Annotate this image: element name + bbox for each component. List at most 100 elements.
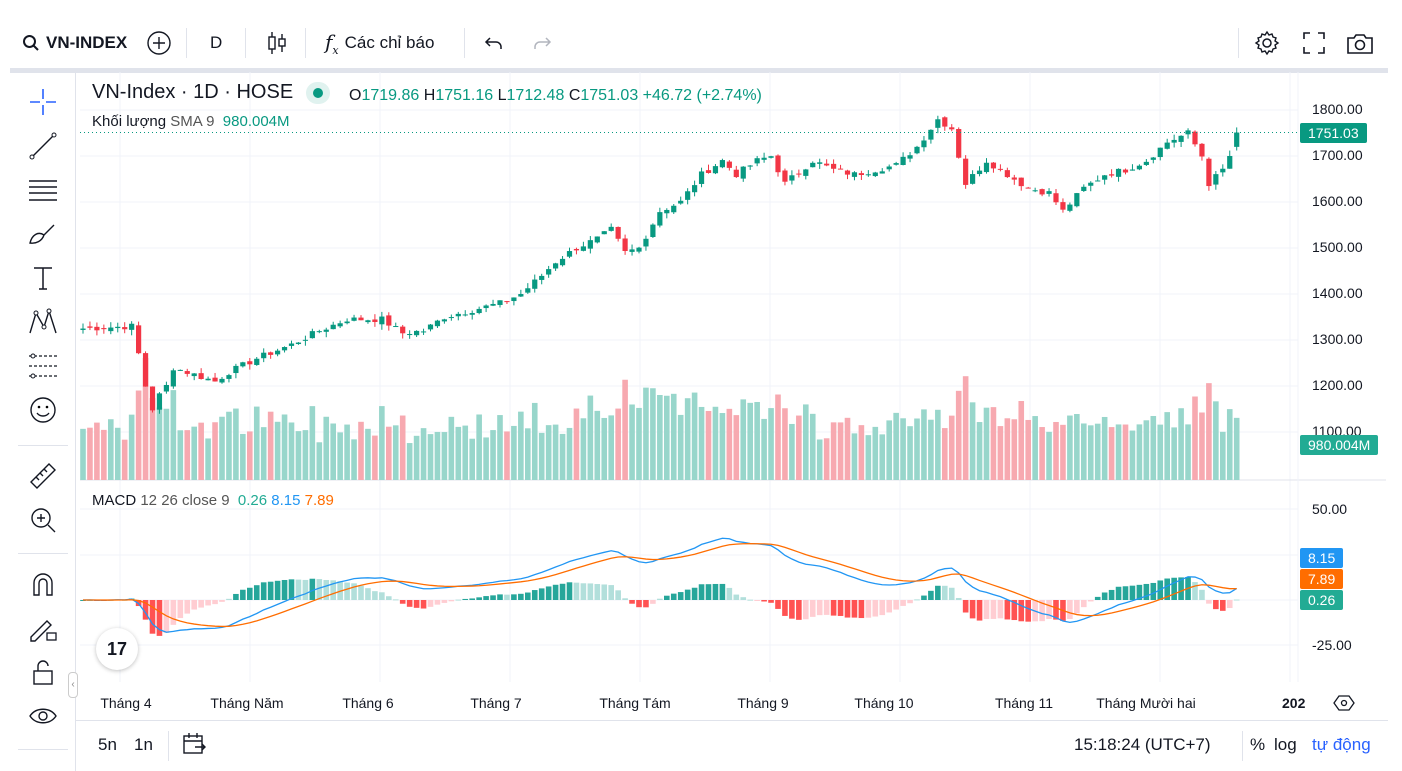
auto-scale-toggle[interactable]: tự động — [1312, 735, 1371, 754]
candle-body — [622, 238, 628, 252]
candles-icon — [268, 32, 286, 54]
range-1y-button[interactable]: 1n — [134, 735, 153, 754]
prediction-tool[interactable] — [26, 349, 60, 383]
volume-bar — [587, 395, 594, 480]
candle-body — [323, 329, 329, 332]
macd-histogram-bar — [406, 600, 413, 607]
zoom-tool[interactable] — [26, 503, 60, 537]
volume-bar — [670, 393, 677, 480]
volume-bar — [219, 416, 225, 480]
macd-histogram-bar — [455, 599, 462, 601]
unlock-tool[interactable] — [26, 655, 60, 689]
pattern-tool[interactable] — [26, 305, 60, 339]
tradingview-logo[interactable]: 17 — [96, 628, 138, 670]
macd-histogram-bar — [664, 595, 670, 600]
candle-body — [650, 224, 656, 237]
volume-bar — [809, 413, 816, 480]
price-axis-label: 1400.00 — [1312, 285, 1363, 301]
volume-bar — [1171, 427, 1177, 480]
volume-legend[interactable]: Khối lượng SMA 9 980.004M — [92, 113, 290, 130]
candle-body — [191, 373, 197, 377]
date-range-button[interactable] — [168, 731, 207, 761]
candle-body — [573, 248, 580, 251]
macd-histogram-bar — [1233, 599, 1240, 601]
screenshot-button[interactable] — [1346, 28, 1374, 58]
volume-bar — [247, 431, 253, 480]
fullscreen-button[interactable] — [1302, 28, 1326, 58]
log-scale-toggle[interactable]: log — [1274, 735, 1297, 754]
market-status-indicator[interactable] — [306, 82, 330, 104]
candle-body — [379, 316, 385, 325]
candle-body — [268, 352, 274, 355]
collapse-toolbar-button[interactable]: ‹ — [68, 672, 78, 698]
macd-histogram-bar — [372, 591, 378, 600]
chart-type-button[interactable] — [266, 28, 288, 58]
chart-canvas[interactable] — [0, 0, 1402, 720]
volume-bar — [413, 435, 420, 480]
candle-body — [1129, 169, 1136, 171]
crosshair-tool[interactable] — [26, 85, 60, 119]
volume-bar — [323, 416, 330, 480]
volume-bar — [851, 433, 858, 480]
volume-bar — [879, 434, 886, 480]
interval-button[interactable]: D — [210, 28, 222, 58]
magnet-tool[interactable] — [26, 567, 60, 601]
volume-bar — [1122, 424, 1129, 480]
macd-histogram-bar — [226, 598, 232, 600]
redo-button[interactable] — [532, 28, 552, 58]
candle-body — [685, 191, 691, 200]
text-tool[interactable] — [26, 261, 60, 295]
candle-body — [400, 326, 406, 334]
candle-body — [309, 331, 315, 339]
symbol-search-button[interactable]: VN-INDEX — [22, 28, 127, 58]
volume-bar — [538, 432, 545, 480]
volume-bar — [309, 406, 316, 480]
scale-settings-button[interactable] — [1333, 694, 1355, 712]
volume-bar — [594, 410, 601, 480]
low-label: L — [497, 87, 507, 104]
hide-drawings-tool[interactable] — [26, 699, 60, 733]
emoji-tool[interactable] — [26, 393, 60, 427]
macd-legend[interactable]: MACD 12 26 close 9 0.26 8.15 7.89 — [92, 492, 334, 509]
volume-bar — [274, 421, 281, 480]
trend-line-tool[interactable] — [26, 129, 60, 163]
clock-timezone[interactable]: 15:18:24 (UTC+7) — [1074, 735, 1211, 754]
volume-bar — [455, 426, 462, 480]
candle-body — [462, 314, 468, 316]
candle-body — [976, 170, 983, 175]
candle-body — [393, 326, 399, 328]
lock-drawings-tool[interactable] — [26, 611, 60, 645]
volume-bar — [406, 443, 413, 480]
range-5y-button[interactable]: 5n — [98, 735, 117, 754]
candle-body — [1192, 131, 1198, 145]
candle-body — [747, 165, 753, 167]
macd-histogram-bar — [670, 593, 677, 600]
open-value: 1719.86 — [361, 87, 420, 104]
candle-body — [469, 313, 475, 315]
macd-histogram-bar — [1122, 586, 1129, 600]
compare-symbol-button[interactable] — [146, 28, 172, 58]
price-axis-label: 1700.00 — [1312, 147, 1363, 163]
macd-histogram-bar — [691, 587, 698, 600]
fib-lines-icon — [29, 180, 57, 201]
undo-icon — [484, 37, 502, 49]
macd-histogram-bar — [789, 600, 795, 619]
macd-histogram-bar — [1018, 600, 1025, 622]
macd-histogram-bar — [274, 580, 281, 600]
candle-body — [949, 127, 955, 130]
symbol-label: VN-INDEX — [46, 33, 128, 52]
fib-tool[interactable] — [26, 173, 60, 207]
volume-bar — [935, 409, 941, 480]
volume-bar — [358, 421, 364, 480]
macd-histogram-bar — [796, 600, 802, 620]
undo-button[interactable] — [484, 28, 504, 58]
macd-histogram-bar — [1115, 586, 1122, 600]
candle-body — [358, 317, 364, 321]
brush-tool[interactable] — [26, 217, 60, 251]
percent-scale-toggle[interactable]: % — [1250, 735, 1266, 754]
settings-button[interactable] — [1254, 28, 1280, 58]
indicators-button[interactable]: fx Các chỉ báo — [325, 28, 434, 58]
volume-bar — [1178, 408, 1184, 480]
measure-tool[interactable] — [26, 459, 60, 493]
volume-bar — [399, 415, 406, 480]
